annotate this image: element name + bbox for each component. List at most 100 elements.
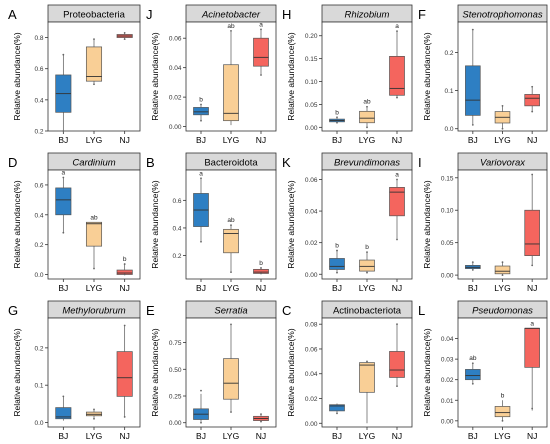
y-tick-label: 0.20 (305, 33, 318, 40)
box-body (359, 259, 375, 272)
x-tick-label: BJ (58, 135, 68, 145)
box-nj: NJ a (524, 320, 540, 441)
box-body (465, 65, 481, 116)
box-body (359, 362, 375, 393)
box-lyg: LYG (494, 104, 511, 145)
x-tick-label: LYG (86, 431, 102, 441)
box-body (494, 406, 511, 418)
data-point (260, 272, 262, 275)
y-tick-label: 0.0 (34, 272, 43, 279)
y-tick-label: 0.4 (34, 97, 43, 104)
data-point (200, 421, 202, 424)
x-tick-label: BJ (332, 135, 342, 145)
box-lyg: LYG b (359, 244, 375, 293)
box-body (193, 107, 209, 116)
y-tick-label: 0.15 (441, 175, 454, 182)
data-point (336, 249, 338, 252)
box-body (524, 209, 540, 256)
panel-letter: B (146, 155, 155, 170)
y-tick-label: 0.4 (34, 212, 43, 219)
panel-letter: C (282, 303, 291, 318)
x-tick-label: LYG (223, 135, 239, 145)
box-bj: BJ a (193, 170, 209, 293)
panel-title: Brevundimonas (334, 158, 400, 169)
box-body (389, 351, 405, 378)
data-point (200, 103, 202, 106)
y-tick-label: 0.1 (34, 383, 43, 390)
y-tick-label: 0.10 (441, 208, 454, 215)
panel-d: D Cardinium 0.0 0.2 0.4 0.6 Relative abundance… (8, 152, 141, 293)
y-axis-label: Relative abundance(%) (286, 32, 296, 121)
x-tick-label: BJ (58, 283, 68, 293)
y-axis-label: Relative abundance(%) (422, 328, 432, 417)
y-tick-label: 0.00 (169, 420, 182, 427)
data-point (93, 38, 95, 41)
significance-letter: ab (227, 217, 235, 224)
panel-title: Variovorax (480, 158, 526, 169)
box-bj: BJ b (193, 96, 209, 145)
data-point (93, 83, 95, 86)
box-body (223, 358, 239, 400)
box-bj: BJ (193, 389, 209, 441)
box-body (465, 369, 481, 381)
data-point (336, 412, 338, 415)
box-bj: BJ (55, 395, 72, 441)
x-tick-label: LYG (86, 135, 102, 145)
y-tick-label: 0.0 (34, 420, 43, 427)
x-tick-label: LYG (359, 431, 375, 441)
box-bj: BJ (465, 261, 481, 293)
box-body (55, 407, 72, 420)
data-point (471, 382, 474, 385)
x-tick-label: BJ (468, 431, 478, 441)
data-point (471, 362, 474, 365)
x-tick-label: BJ (468, 283, 478, 293)
x-tick-label: NJ (392, 283, 402, 293)
data-point (396, 385, 398, 388)
y-tick-label: 0.2 (34, 242, 43, 249)
data-point (123, 263, 126, 265)
y-axis-label: Relative abundance(%) (422, 32, 432, 121)
significance-letter: a (259, 21, 263, 28)
significance-letter: b (501, 392, 505, 399)
y-tick-label: 0.15 (305, 56, 318, 63)
y-axis-label: Relative abundance(%) (150, 328, 160, 417)
y-tick-label: 0.75 (169, 340, 182, 347)
significance-letter: a (199, 170, 203, 177)
box-lyg: LYG (359, 360, 375, 441)
panel-a: A Proteobacteria 0.2 0.4 0.6 0.8 Relative abun… (8, 4, 141, 145)
data-point (93, 417, 95, 420)
y-tick-label: 0.06 (169, 36, 182, 43)
significance-letter: a (530, 320, 534, 327)
significance-letter: b (365, 244, 369, 251)
y-axis-label: Relative abundance(%) (286, 328, 296, 417)
x-tick-label: BJ (332, 283, 342, 293)
box-lyg: LYG (494, 261, 511, 293)
box-body (329, 258, 345, 270)
panel-letter: D (8, 155, 17, 170)
panel-title: Proteobacteria (63, 10, 126, 21)
box-body (359, 110, 375, 124)
box-bj: BJ (329, 403, 345, 441)
box-nj: NJ (524, 173, 540, 293)
data-point (366, 360, 368, 363)
panel-i: I Variovorax 0.00 0.05 0.10 0.15 Relative abun… (418, 152, 548, 293)
data-point (123, 324, 126, 327)
x-tick-label: BJ (468, 135, 478, 145)
box-lyg: LYG (86, 38, 102, 145)
panel-title: Methylorubrum (62, 306, 125, 317)
x-tick-label: NJ (119, 283, 129, 293)
x-tick-label: NJ (119, 135, 129, 145)
panel-letter: E (146, 303, 155, 318)
panel-title: Serratia (214, 306, 247, 317)
box-body (329, 404, 345, 412)
x-tick-label: BJ (196, 431, 206, 441)
panel-title: Stenotrophomonas (462, 10, 543, 21)
data-point (396, 30, 398, 33)
x-tick-label: BJ (58, 431, 68, 441)
panel-letter: L (418, 303, 425, 318)
y-tick-label: 0.2 (34, 129, 43, 136)
y-tick-label: 0.6 (34, 182, 43, 189)
y-tick-label: 0.01 (441, 398, 454, 405)
x-tick-label: LYG (359, 135, 375, 145)
